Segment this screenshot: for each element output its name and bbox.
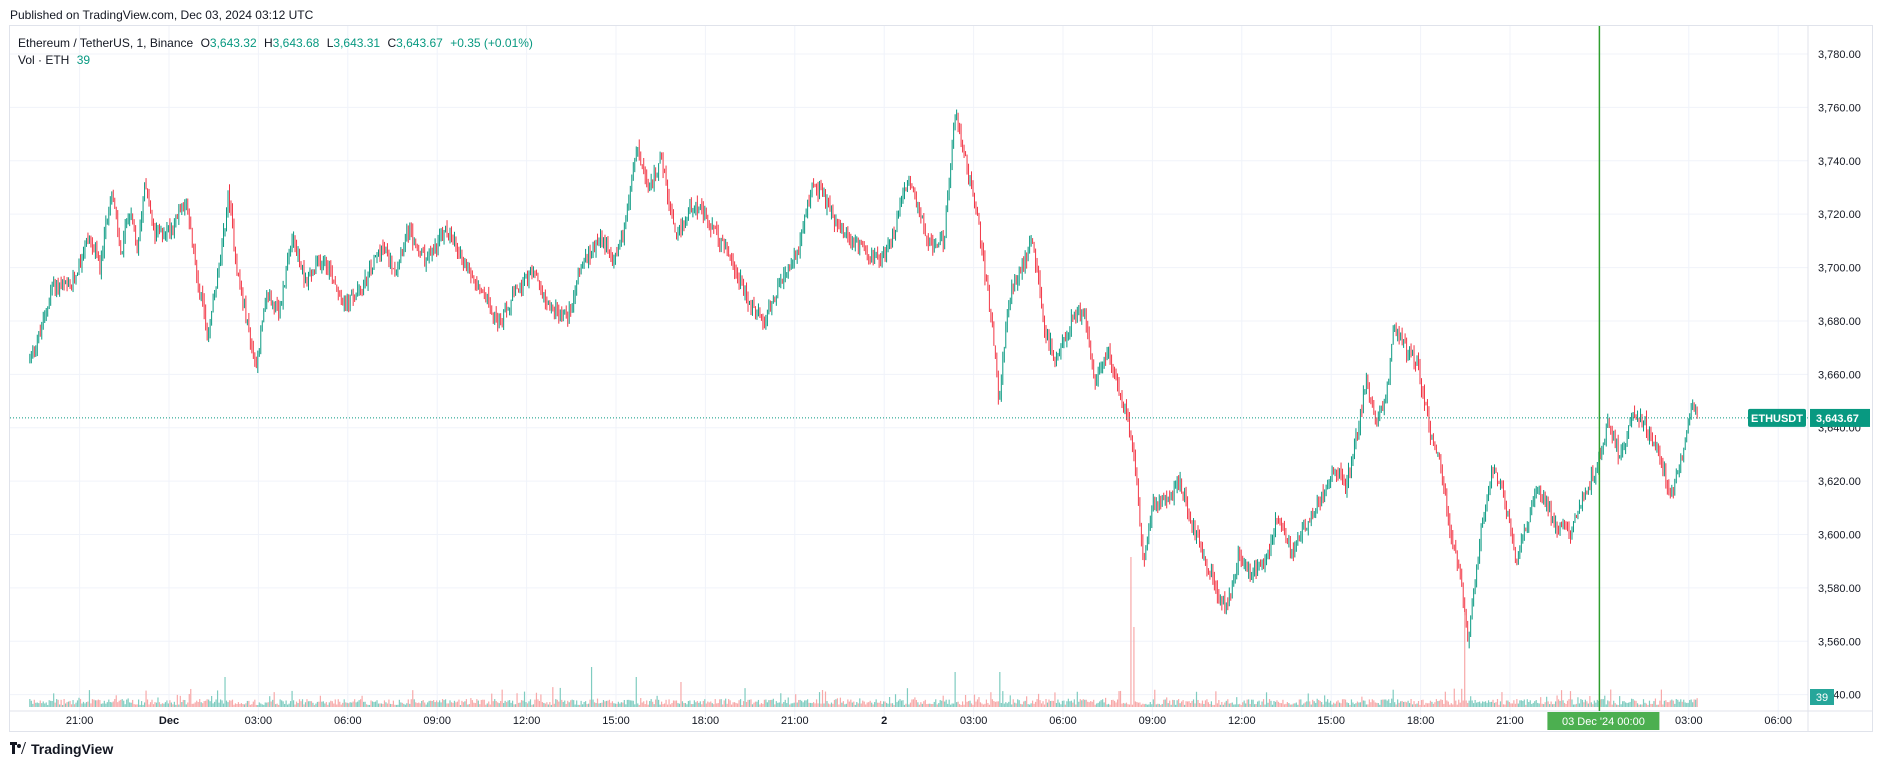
ohlc-row: Ethereum / TetherUS, 1, Binance O3,643.3… — [18, 35, 533, 52]
chart-legend: Ethereum / TetherUS, 1, Binance O3,643.3… — [18, 35, 533, 69]
volume-tag-bg — [1810, 689, 1834, 705]
time-axis-label: 21:00 — [1496, 715, 1524, 727]
time-axis-label: 15:00 — [1317, 715, 1345, 727]
open-value: 3,643.32 — [209, 36, 257, 50]
crosshair-time-tag-bg — [1547, 712, 1660, 730]
time-axis-label: 2 — [881, 715, 887, 727]
symbol-tag-text: ETHUSDT — [1751, 413, 1803, 425]
change-value: +0.35 (+0.01%) — [450, 36, 533, 50]
time-axis-label: 03:00 — [960, 715, 988, 727]
volume-bars — [29, 557, 1698, 707]
price-axis-label: 3,580.00 — [1818, 583, 1861, 595]
high-value: 3,643.68 — [272, 36, 320, 50]
close-value: 3,643.67 — [396, 36, 443, 50]
price-axis-label: 3,680.00 — [1818, 316, 1861, 328]
candles — [29, 109, 1698, 649]
volume-tag: 39 — [1810, 689, 1834, 705]
tradingview-brand[interactable]: TradingView — [10, 741, 113, 757]
price-axis-label: 3,560.00 — [1818, 636, 1861, 648]
last-price-tag-bg — [1810, 408, 1870, 427]
symbol-tag-bg — [1748, 408, 1806, 427]
time-axis-label: 09:00 — [423, 715, 451, 727]
last-price-tag: 3,643.67 — [1810, 408, 1870, 427]
time-axis-label: 18:00 — [1407, 715, 1435, 727]
tradingview-logo-icon — [10, 741, 26, 757]
crosshair-time-tag: 03 Dec '24 00:00 — [1547, 712, 1660, 730]
time-axis-label: 12:00 — [513, 715, 541, 727]
price-axis-label: 3,620.00 — [1818, 476, 1861, 488]
price-axis-label: 3,660.00 — [1818, 369, 1861, 381]
time-axis-label: 06:00 — [1764, 715, 1792, 727]
price-axis-label: 3,740.00 — [1818, 156, 1861, 168]
time-axis-label: 12:00 — [1228, 715, 1256, 727]
time-axis-label: 03:00 — [245, 715, 273, 727]
volume-row: Vol · ETH 39 — [18, 52, 533, 69]
price-axis: 3,540.003,560.003,580.003,600.003,620.00… — [1818, 49, 1861, 702]
symbol-description[interactable]: Ethereum / TetherUS, 1, Binance — [18, 36, 194, 50]
symbol-tag: ETHUSDT — [1748, 408, 1806, 427]
price-axis-label: 3,720.00 — [1818, 209, 1861, 221]
time-axis-label: 09:00 — [1139, 715, 1167, 727]
brand-name: TradingView — [31, 741, 114, 757]
time-axis-label: Dec — [159, 715, 179, 727]
price-axis-label: 3,700.00 — [1818, 263, 1861, 275]
close-label: C — [387, 36, 397, 50]
volume-value: 39 — [76, 53, 91, 67]
low-label: L — [326, 36, 334, 50]
price-axis-label: 3,780.00 — [1818, 49, 1861, 61]
grid-lines — [10, 26, 1808, 718]
time-axis-label: 06:00 — [334, 715, 362, 727]
published-caption: Published on TradingView.com, Dec 03, 20… — [10, 8, 314, 22]
open-label: O — [200, 36, 210, 50]
time-axis-label: 15:00 — [602, 715, 630, 727]
time-axis-label: 03:00 — [1675, 715, 1703, 727]
low-value: 3,643.31 — [333, 36, 381, 50]
last-price-tag-text: 3,643.67 — [1816, 413, 1859, 425]
time-axis-label: 21:00 — [781, 715, 809, 727]
price-axis-label: 3,600.00 — [1818, 529, 1861, 541]
price-axis-label: 3,760.00 — [1818, 102, 1861, 114]
time-axis-label: 21:00 — [66, 715, 94, 727]
volume-tag-text: 39 — [1816, 692, 1828, 704]
high-label: H — [263, 36, 273, 50]
time-axis-label: 06:00 — [1049, 715, 1077, 727]
volume-label[interactable]: Vol · ETH — [18, 53, 70, 67]
time-axis-label: 18:00 — [692, 715, 720, 727]
chart-frame — [9, 25, 1873, 732]
crosshair-time-text: 03 Dec '24 00:00 — [1562, 716, 1645, 728]
time-axis: 21:00 Dec 03:00 06:00 09:00 12:00 15:00 18:00 21… — [66, 715, 1792, 727]
